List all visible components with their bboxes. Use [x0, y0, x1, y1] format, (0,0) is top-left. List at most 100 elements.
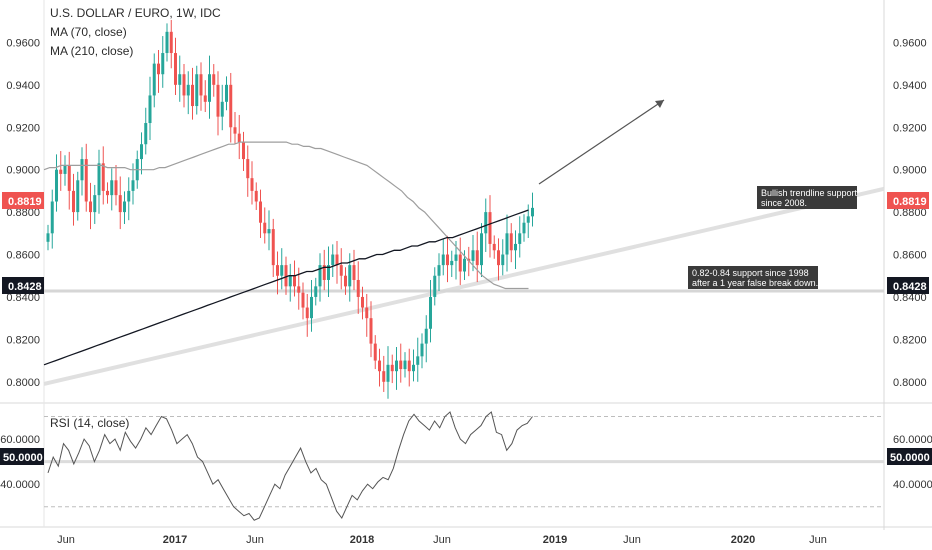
candle-body [458, 254, 462, 272]
y-tick-left: 0.9200 [6, 122, 40, 134]
candle-body [369, 318, 373, 344]
projection-arrow-head [655, 100, 664, 108]
candle-body [50, 201, 54, 234]
candle-body [352, 265, 356, 280]
support-price-tag-left: 0.8428 [2, 277, 44, 294]
candle-body [169, 31, 173, 54]
candle-body [480, 233, 483, 266]
candle-body [297, 286, 301, 293]
candle-body [263, 222, 267, 234]
candle-body [395, 360, 398, 372]
chart-title: U.S. DOLLAR / EURO, 1W, IDC [50, 6, 221, 20]
candle-body [216, 84, 220, 117]
annotation-support-line2: after a 1 year false break down. [692, 278, 818, 288]
candle-body [433, 275, 437, 297]
candle-body [118, 195, 122, 213]
candle-body [144, 123, 148, 145]
candle-body [382, 371, 386, 382]
annotation-support: 0.82-0.84 support since 1998 after a 1 y… [688, 266, 818, 289]
x-tick: Jun [57, 534, 75, 546]
ma210-line [43, 209, 529, 366]
candle-body [314, 286, 318, 297]
candle-body [284, 265, 288, 287]
candle-body [416, 356, 420, 365]
rsi-tick-left: 40.0000 [0, 479, 40, 491]
legend-ma70: MA (70, close) [50, 25, 127, 39]
candle-body [237, 133, 241, 143]
candle-body [526, 216, 530, 223]
candle-body [424, 328, 428, 344]
x-tick: Jun [433, 534, 451, 546]
candle-body [365, 307, 369, 319]
rsi-tick-left: 60.0000 [0, 434, 40, 446]
candle-body [212, 74, 216, 85]
y-tick-right: 0.8000 [893, 377, 927, 389]
candle-body [242, 142, 245, 160]
candle-body [110, 180, 114, 196]
x-tick: 2018 [350, 534, 374, 546]
candle-body [114, 180, 118, 196]
candle-body [301, 292, 305, 308]
candle-body [259, 201, 262, 223]
candle-body [199, 74, 203, 96]
candle-body [331, 254, 335, 266]
svg-text:50.0000: 50.0000 [3, 452, 43, 464]
rsi-title: RSI (14, close) [50, 416, 129, 430]
candle-body [233, 127, 237, 134]
candle-body [84, 159, 88, 202]
candle-body [441, 254, 445, 266]
candle-body [63, 165, 67, 174]
y-tick-left: 0.8800 [6, 207, 40, 219]
candle-body [475, 250, 479, 266]
candle-body [165, 31, 169, 54]
candle-body [492, 243, 496, 251]
rsi-plot [44, 411, 884, 521]
y-tick-right: 0.8600 [893, 250, 927, 262]
y-tick-right: 0.8800 [893, 207, 927, 219]
candle-body [429, 296, 432, 329]
x-tick: 2019 [543, 534, 567, 546]
candle-body [403, 360, 407, 370]
candle-body [127, 190, 131, 202]
candle-body [386, 364, 390, 382]
candle-body [182, 74, 186, 96]
candle-body [518, 233, 522, 244]
y-tick-left: 0.9600 [6, 37, 40, 49]
candle-body [471, 250, 475, 261]
candle-body [344, 275, 347, 287]
y-tick-right: 0.9000 [893, 165, 927, 177]
candle-body [276, 265, 279, 276]
candle-body [101, 163, 105, 191]
candle-body [80, 159, 84, 181]
y-tick-left: 0.8400 [6, 292, 40, 304]
candle-body [203, 95, 207, 102]
candle-body [106, 190, 109, 196]
candle-body [157, 63, 160, 75]
candle-body [484, 212, 488, 234]
candle-body [123, 201, 126, 213]
annotation-trendline-line2: since 2008. [761, 198, 807, 208]
candle-body [220, 101, 224, 117]
candle-body [522, 222, 526, 234]
candle-body [501, 254, 505, 266]
candle-body [174, 53, 177, 85]
y-tick-right: 0.9400 [893, 80, 927, 92]
candle-body [250, 178, 254, 191]
candle-body [509, 233, 513, 251]
candle-body [531, 207, 534, 217]
y-tick-left: 0.8600 [6, 250, 40, 262]
candle-body [412, 364, 415, 372]
x-tick: Jun [623, 534, 641, 546]
annotation-trendline-box [757, 186, 857, 209]
annotation-trendline-line1: Bullish trendline support [761, 188, 858, 198]
x-tick: 2020 [731, 534, 755, 546]
candle-body [339, 265, 343, 276]
candle-body [390, 364, 394, 372]
current-price-tag-right: 0.8819 [887, 192, 929, 209]
candle-body [93, 195, 97, 213]
candle-body [76, 180, 80, 213]
candle-body [305, 307, 309, 319]
legend-ma210: MA (210, close) [50, 44, 133, 58]
candle-body [356, 279, 360, 297]
